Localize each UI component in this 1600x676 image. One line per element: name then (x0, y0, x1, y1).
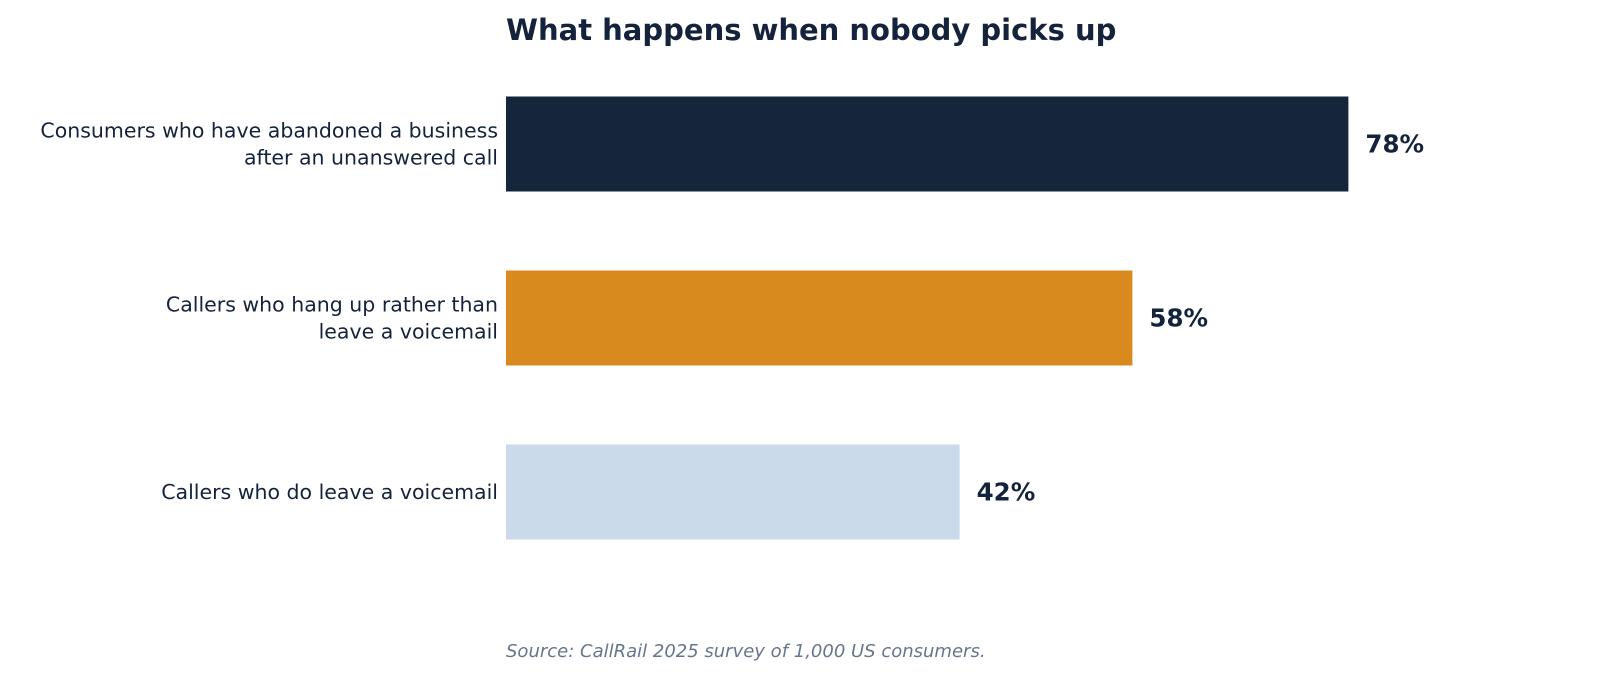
category-labels-group: Consumers who have abandoned a business a… (40, 119, 498, 505)
value-label-1: 78% (1365, 130, 1424, 159)
category-label-2: Callers who hang up rather than leave a v… (166, 293, 498, 344)
bar-3 (506, 444, 960, 540)
category-label-1: Consumers who have abandoned a business a… (40, 119, 498, 170)
value-label-3: 42% (977, 478, 1036, 507)
bar-2 (506, 270, 1133, 366)
source-note: Source: CallRail 2025 survey of 1,000 US… (506, 641, 986, 662)
category-label-line: Consumers who have abandoned a business (40, 119, 498, 143)
category-label-3: Callers who do leave a voicemail (161, 480, 498, 504)
bars-group (506, 96, 1349, 540)
category-label-line: Callers who hang up rather than (166, 293, 498, 317)
category-label-line: after an unanswered call (244, 146, 498, 170)
value-label-2: 58% (1149, 304, 1208, 333)
category-label-line: Callers who do leave a voicemail (161, 480, 498, 504)
category-label-line: leave a voicemail (319, 320, 498, 344)
value-labels-group: 78% 58% 42% (977, 130, 1424, 507)
bar-1 (506, 96, 1349, 192)
chart-title: What happens when nobody picks up (506, 13, 1116, 47)
